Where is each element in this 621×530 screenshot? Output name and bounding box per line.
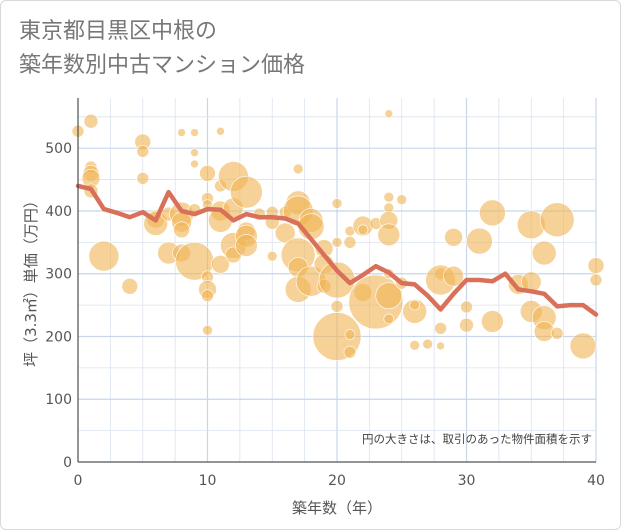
axes bbox=[77, 98, 596, 463]
bubble-point bbox=[396, 194, 408, 205]
bubble-point bbox=[216, 126, 225, 136]
bubble-point bbox=[481, 310, 504, 333]
bubble-point bbox=[177, 128, 186, 137]
bubble-point bbox=[460, 300, 473, 314]
y-tick-label: 300 bbox=[45, 267, 72, 283]
bubble-point bbox=[375, 282, 403, 309]
bubble-point bbox=[377, 223, 401, 247]
bubble-point bbox=[136, 145, 150, 158]
bubble-point bbox=[202, 324, 213, 336]
chart-title-line2: 築年数別中古マンション価格 bbox=[19, 53, 306, 78]
bubble-point bbox=[343, 236, 357, 249]
bubble-point bbox=[409, 339, 421, 351]
bubble-point bbox=[173, 221, 190, 239]
bubble-point bbox=[190, 159, 199, 169]
bubble-point bbox=[201, 289, 214, 302]
x-axis-title: 築年数（年） bbox=[292, 499, 382, 517]
bubble-point bbox=[479, 199, 506, 227]
x-tick-label: 10 bbox=[199, 473, 217, 489]
size-annotation: 円の大きさは、取引のあった物件面積を示す bbox=[362, 432, 592, 446]
bubble-point bbox=[357, 224, 369, 236]
bubble-point bbox=[383, 313, 395, 325]
chart-title-line1: 東京都目黒区中根の bbox=[19, 19, 218, 44]
bubble-point bbox=[383, 191, 395, 203]
bubble-point bbox=[330, 300, 344, 313]
bubble-point bbox=[199, 165, 216, 182]
bubble-point bbox=[466, 227, 493, 255]
bubble-point bbox=[434, 322, 447, 335]
bubble-point bbox=[190, 128, 199, 137]
x-tick-label: 0 bbox=[74, 473, 83, 489]
bubble-point bbox=[331, 198, 343, 209]
y-tick-label: 200 bbox=[45, 329, 72, 345]
y-tick-label: 500 bbox=[45, 141, 72, 157]
bubble-point bbox=[190, 148, 199, 157]
bubble-point bbox=[587, 257, 605, 274]
bubble-point bbox=[343, 345, 357, 359]
bubble-point bbox=[539, 202, 575, 238]
bubble-point bbox=[569, 332, 597, 360]
bubble-series bbox=[71, 109, 605, 361]
bubble-point bbox=[211, 255, 230, 274]
bubble-point bbox=[422, 338, 433, 350]
bubble-point bbox=[344, 329, 356, 340]
bubble-point bbox=[550, 327, 564, 340]
bubble-point bbox=[274, 222, 296, 244]
bubble-point bbox=[136, 172, 150, 185]
bubble-point bbox=[589, 273, 603, 287]
bubble-point bbox=[83, 113, 99, 129]
y-tick-label: 100 bbox=[45, 392, 72, 408]
bubble-point bbox=[531, 240, 557, 266]
x-tick-label: 20 bbox=[328, 473, 346, 489]
bubble-point bbox=[436, 341, 445, 351]
bubble-point bbox=[266, 250, 278, 262]
bubble-point bbox=[444, 228, 463, 247]
chart-title: 東京都目黒区中根の 築年数別中古マンション価格 bbox=[19, 15, 305, 83]
bubble-point bbox=[235, 234, 258, 257]
trend-line-series bbox=[75, 183, 599, 317]
y-tick-label: 0 bbox=[63, 455, 72, 471]
x-tick-label: 30 bbox=[458, 473, 476, 489]
y-tick-label: 400 bbox=[45, 204, 72, 220]
bubble-point bbox=[459, 317, 474, 333]
bubble-point bbox=[409, 299, 421, 311]
bubble-point bbox=[230, 175, 263, 209]
bubble-point bbox=[331, 237, 343, 248]
y-axis-title: 坪（3.3㎡）単価（万円） bbox=[22, 193, 40, 367]
x-tick-label: 40 bbox=[587, 473, 605, 489]
bubble-point bbox=[443, 265, 464, 287]
bubble-point bbox=[121, 277, 139, 295]
bubble-point bbox=[384, 109, 394, 118]
average-price-line bbox=[75, 183, 599, 317]
bubble-point bbox=[88, 240, 120, 272]
bubble-point bbox=[402, 299, 428, 324]
bubble-point bbox=[292, 163, 304, 175]
